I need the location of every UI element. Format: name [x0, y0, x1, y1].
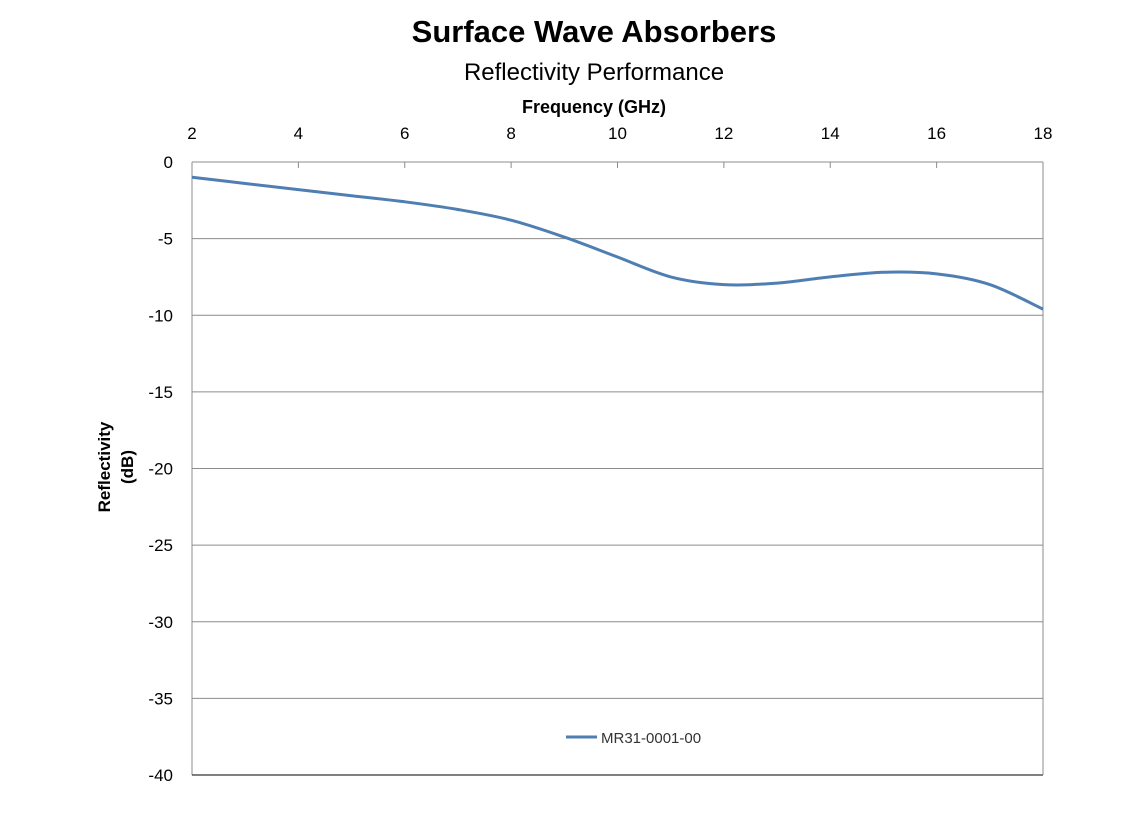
y-tick-label: -25: [148, 536, 173, 555]
y-tick-labels: 0 -5 -10 -15 -20 -25 -30 -35 -40: [148, 153, 173, 785]
x-tick-label: 2: [187, 124, 196, 143]
gridlines: [192, 238, 1043, 699]
x-tick-label: 12: [714, 124, 733, 143]
x-tick-label: 10: [608, 124, 627, 143]
x-tick-label: 4: [294, 124, 303, 143]
y-tick-label: -40: [148, 766, 173, 785]
y-tick-label: -20: [148, 460, 173, 479]
x-tick-label: 18: [1034, 124, 1053, 143]
y-tick-label: -10: [148, 306, 173, 325]
series-layer: [191, 175, 1044, 311]
y-axis-label: Reflectivity (dB): [95, 421, 137, 512]
chart-title: Surface Wave Absorbers: [412, 14, 777, 49]
x-tick-labels: 2 4 6 8 10 12 14 16 18: [187, 124, 1052, 143]
y-axis-label-line-2: (dB): [118, 450, 137, 484]
y-axis-label-line-1: Reflectivity: [95, 421, 114, 512]
y-tick-label: -30: [148, 613, 173, 632]
y-tick-label: 0: [164, 153, 173, 172]
y-tick-label: -35: [148, 689, 173, 708]
legend-label: MR31-0001-00: [601, 730, 701, 747]
axes: [191, 161, 1044, 776]
series-line: [191, 175, 1044, 311]
chart-subtitle: Reflectivity Performance: [464, 59, 724, 86]
x-tick-label: 14: [821, 124, 840, 143]
y-tick-label: -15: [148, 383, 173, 402]
x-tick-label: 6: [400, 124, 409, 143]
x-tick-label: 8: [506, 124, 515, 143]
y-tick-label: -5: [158, 230, 173, 249]
legend: MR31-0001-00: [566, 730, 701, 747]
x-axis-label: Frequency (GHz): [522, 97, 666, 117]
x-tick-label: 16: [927, 124, 946, 143]
